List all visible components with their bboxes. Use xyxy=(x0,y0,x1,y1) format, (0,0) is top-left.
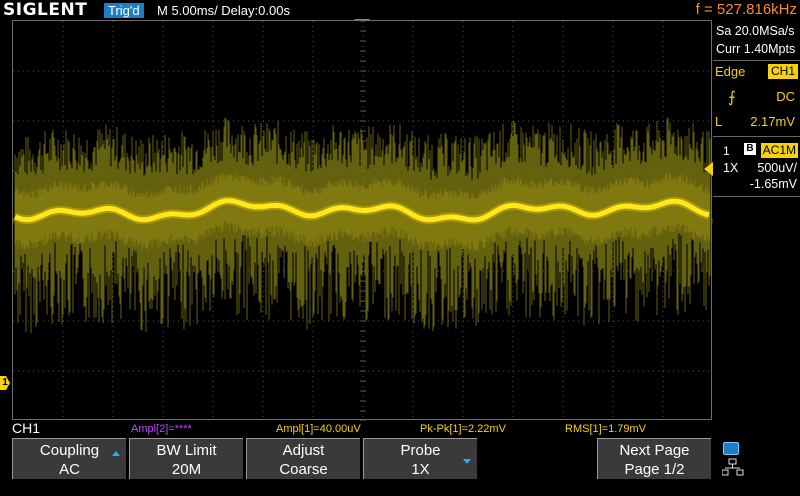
divider xyxy=(713,60,800,61)
next-page-softkey[interactable]: Next Page Page 1/2 xyxy=(597,438,711,479)
rising-edge-icon: ⨍ xyxy=(728,89,736,106)
memory-depth: Curr 1.40Mpts xyxy=(716,42,796,56)
sample-rate: Sa 20.0MSa/s xyxy=(716,24,795,38)
softkey-value: 20M xyxy=(171,461,202,478)
trigger-source: CH1 xyxy=(767,64,798,79)
softkey-value: Page 1/2 xyxy=(624,461,685,478)
trigger-level-label: L xyxy=(715,114,723,129)
measurement-rms: RMS[1]=1.79mV xyxy=(565,423,647,435)
softkey-label: BW Limit xyxy=(156,442,217,459)
trigger-level-value: 2.17mV xyxy=(750,114,795,129)
softkey-menu: Coupling AC BW Limit 20M Adjust Coarse P… xyxy=(0,436,800,480)
channel-probe: 1X xyxy=(723,161,739,175)
softkey-value: 1X xyxy=(411,461,430,478)
timebase-readout: M 5.00ms/ Delay:0.00s xyxy=(157,3,290,18)
softkey-label: Adjust xyxy=(282,442,325,459)
channel-scale: 500uV/ xyxy=(757,161,797,175)
probe-softkey[interactable]: Probe 1X xyxy=(363,438,477,479)
channel-number: 1 xyxy=(723,144,730,158)
softkey-value: AC xyxy=(59,461,80,478)
arrow-down-icon xyxy=(463,459,471,464)
measurement-ampl-2: Ampl[2]=**** xyxy=(131,423,192,435)
trigger-type: Edge xyxy=(715,64,746,79)
divider xyxy=(713,196,800,197)
softkey-label: Probe xyxy=(400,442,441,459)
trigger-coupling: DC xyxy=(776,89,795,104)
info-panel: Sa 20.0MSa/s Curr 1.40Mpts Edge CH1 ⨍ DC… xyxy=(713,20,800,420)
channel-1-level-marker[interactable] xyxy=(704,162,713,176)
trigger-status-badge: Trig'd xyxy=(104,3,144,18)
brand-logo: SIGLENT xyxy=(3,0,88,20)
measurement-ampl-1: Ampl[1]=40.00uV xyxy=(276,423,361,435)
channel-offset: -1.65mV xyxy=(749,177,797,191)
channel-label: CH1 xyxy=(12,420,41,436)
bandwidth-limit-icon: B xyxy=(744,143,756,155)
network-icon xyxy=(722,458,744,476)
frequency-readout: f = 527.816kHz xyxy=(695,1,797,18)
channel-coupling: AC1M xyxy=(760,143,798,158)
bw-limit-softkey[interactable]: BW Limit 20M xyxy=(129,438,243,479)
coupling-softkey[interactable]: Coupling AC xyxy=(12,438,126,479)
arrow-up-icon xyxy=(112,451,120,456)
adjust-softkey[interactable]: Adjust Coarse xyxy=(246,438,360,479)
channel-1-zero-marker[interactable]: 1 xyxy=(0,376,10,390)
measurement-pk-pk: Pk-Pk[1]=2.22mV xyxy=(420,423,506,435)
softkey-label: Next Page xyxy=(619,442,690,459)
usb-icon xyxy=(723,442,739,455)
divider xyxy=(713,136,800,137)
softkey-value: Coarse xyxy=(279,461,328,478)
waveform-display[interactable] xyxy=(12,20,713,421)
status-bar: SIGLENT Trig'd M 5.00ms/ Delay:0.00s f =… xyxy=(0,0,800,20)
softkey-label: Coupling xyxy=(39,442,100,459)
graticule xyxy=(13,21,713,421)
